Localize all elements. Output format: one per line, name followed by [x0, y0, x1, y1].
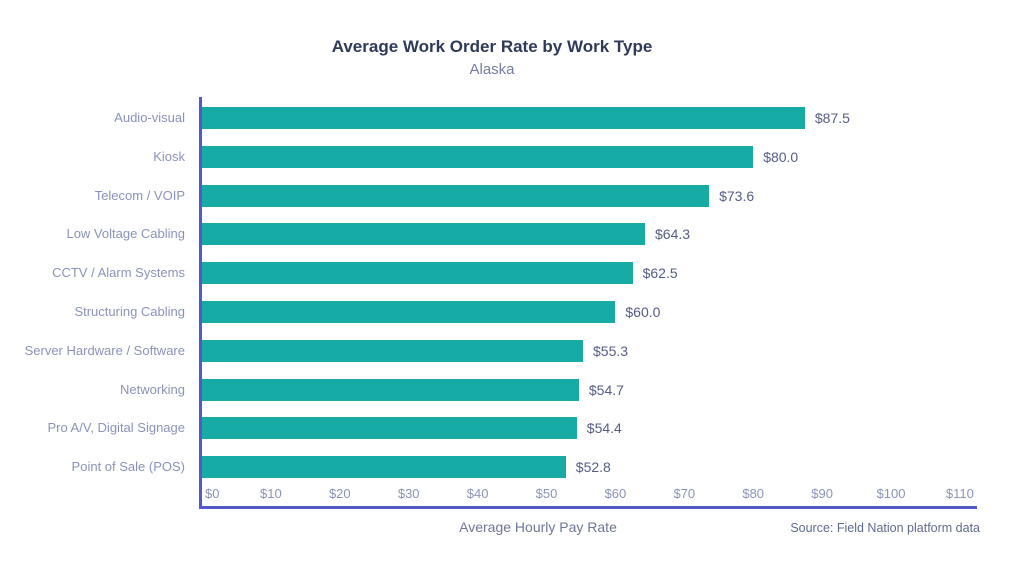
x-tick-label: $60 — [604, 486, 627, 501]
bar — [202, 145, 754, 168]
bar-row: $52.8 — [202, 456, 611, 479]
category-axis: Audio-visual Kiosk Telecom / VOIP Low Volta… — [0, 97, 185, 509]
x-tick-label: $10 — [260, 486, 282, 501]
category-label: Structuring Cabling — [74, 304, 185, 319]
x-tick-label: $50 — [535, 486, 558, 501]
bar — [202, 223, 645, 246]
bar-row: $54.4 — [202, 417, 622, 440]
value-label: $54.7 — [588, 381, 624, 398]
chart-subtitle: Alaska — [469, 61, 515, 78]
bar-row: $64.3 — [202, 223, 691, 246]
value-label: $52.8 — [575, 459, 611, 476]
bar-row: $54.7 — [202, 378, 624, 401]
x-tick-label: $40 — [466, 486, 489, 501]
bar — [202, 262, 633, 285]
bar — [202, 184, 710, 207]
value-label: $73.6 — [719, 187, 755, 204]
source-note: Source: Field Nation platform data — [790, 521, 980, 535]
chart-title: Average Work Order Rate by Work Type — [331, 37, 653, 56]
x-tick-label: $20 — [328, 486, 351, 501]
x-axis-label: Average Hourly Pay Rate — [459, 519, 617, 535]
bar-row: $62.5 — [202, 262, 678, 285]
value-label: $80.0 — [763, 148, 799, 165]
x-tick-label: $90 — [811, 486, 833, 501]
category-label: Pro A/V, Digital Signage — [47, 420, 185, 436]
category-label: Point of Sale (POS) — [71, 459, 185, 475]
category-label: Audio-visual — [114, 110, 185, 125]
bar — [202, 378, 579, 401]
category-label: Kiosk — [153, 148, 185, 164]
value-label: $55.3 — [593, 342, 629, 359]
category-label: Low Voltage Cabling — [66, 226, 185, 242]
bar — [202, 417, 577, 440]
value-label: $60.0 — [625, 304, 661, 320]
x-tick-label: $80 — [742, 486, 765, 501]
x-tick-label: $0 — [205, 486, 220, 501]
x-tick-label: $100 — [876, 486, 906, 501]
value-label: $62.5 — [642, 265, 678, 282]
x-tick-label: $110 — [945, 486, 974, 501]
bar-row: $60.0 — [202, 301, 660, 323]
bar-row: $55.3 — [202, 339, 629, 362]
bar-row: $73.6 — [202, 184, 755, 207]
value-label: $87.5 — [814, 110, 850, 126]
bar-row: $80.0 — [202, 145, 799, 168]
plot-area: $87.5 $80.0 $73.6 $64.3 $62.5 $60.0 $55.3 $54.7… — [199, 97, 977, 509]
category-label: Networking — [119, 381, 185, 397]
bar-row: $87.5 — [202, 107, 850, 129]
x-tick-label: $30 — [397, 486, 420, 501]
x-tick-label: $70 — [673, 486, 696, 501]
category-label: Server Hardware / Software — [24, 342, 185, 358]
bar — [202, 456, 566, 479]
bar — [202, 339, 583, 362]
bar — [202, 301, 616, 323]
category-label: CCTV / Alarm Systems — [52, 265, 185, 281]
bar — [202, 107, 805, 129]
value-label: $54.4 — [586, 420, 622, 437]
category-label: Telecom / VOIP — [94, 187, 185, 203]
value-label: $64.3 — [655, 226, 691, 243]
